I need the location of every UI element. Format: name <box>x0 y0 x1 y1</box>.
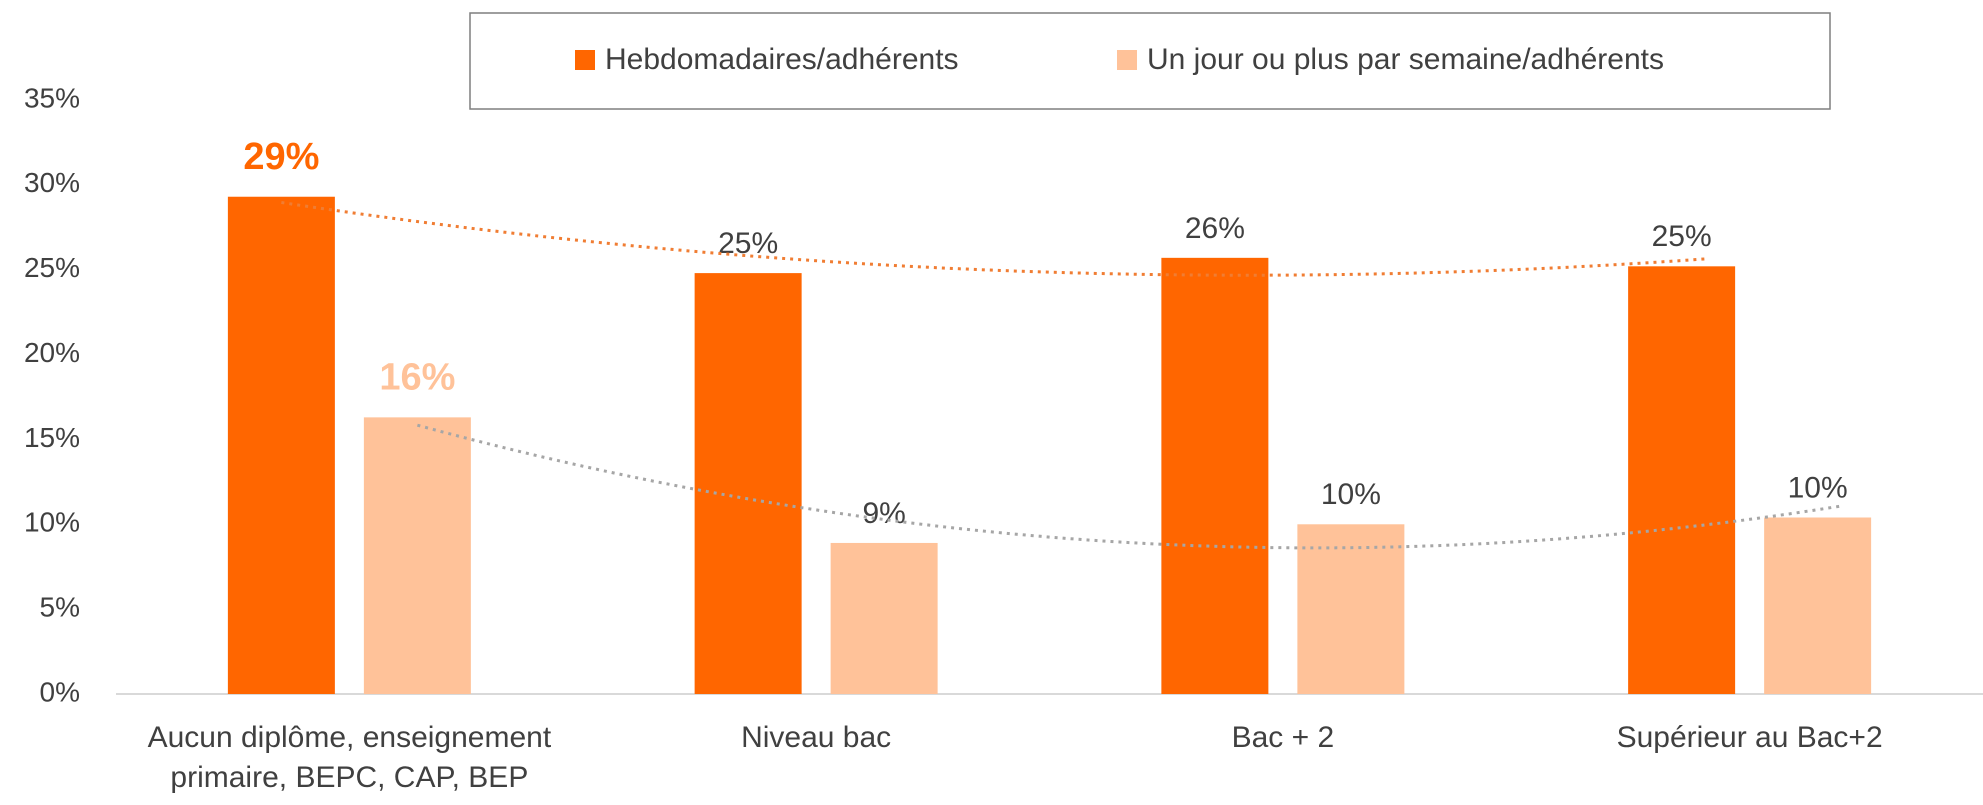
y-tick-label: 20% <box>24 337 80 368</box>
legend-label: Hebdomadaires/adhérents <box>605 43 959 76</box>
y-tick-label: 5% <box>40 592 80 623</box>
bar <box>363 417 471 694</box>
y-tick-label: 25% <box>24 252 80 283</box>
y-tick-label: 35% <box>24 82 80 113</box>
bar <box>1297 524 1405 694</box>
y-tick-label: 15% <box>24 422 80 453</box>
bar <box>830 542 938 694</box>
data-label: 29% <box>243 136 319 178</box>
x-tick-label: Aucun diplôme, enseignement primaire, BE… <box>147 721 552 794</box>
y-tick-label: 0% <box>40 676 80 707</box>
legend-swatch <box>575 50 595 70</box>
bar <box>1764 517 1872 694</box>
data-label: 10% <box>1321 478 1381 511</box>
bar <box>1161 257 1269 694</box>
y-tick-label: 30% <box>24 167 80 198</box>
bar <box>694 273 802 694</box>
bar <box>1628 266 1736 694</box>
bar <box>227 196 335 695</box>
data-label: 26% <box>1185 212 1245 245</box>
trendline <box>416 423 1842 550</box>
data-label: 10% <box>1788 471 1848 504</box>
legend-swatch <box>1117 50 1137 70</box>
data-label: 16% <box>379 356 455 398</box>
legend-label: Un jour ou plus par semaine/adhérents <box>1147 43 1664 76</box>
trendline <box>281 201 1706 277</box>
legend-box <box>469 12 1831 110</box>
x-tick-label: Bac + 2 <box>1231 721 1335 754</box>
data-label: 25% <box>1652 220 1712 253</box>
x-tick-label: Niveau bac <box>741 721 892 754</box>
data-label: 9% <box>862 497 905 530</box>
x-tick-label: Supérieur au Bac+2 <box>1616 721 1883 754</box>
y-tick-label: 10% <box>24 507 80 538</box>
